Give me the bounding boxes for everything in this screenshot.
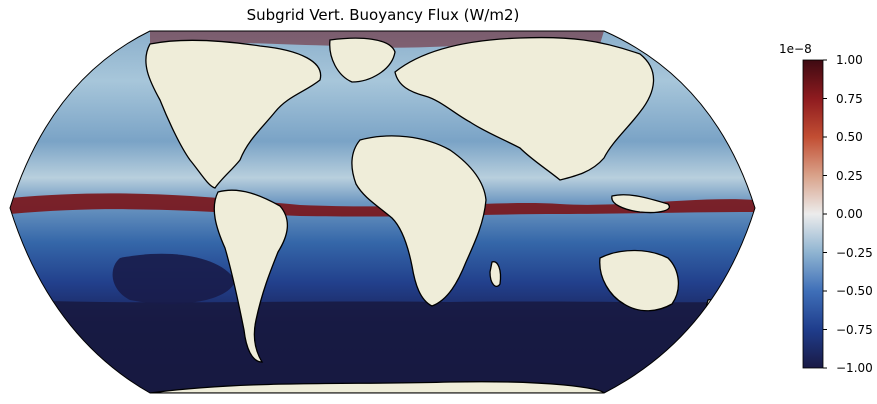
greenland — [329, 37, 396, 83]
southern-ocean-field — [10, 300, 755, 393]
colorbar-tick-label: 0.25 — [836, 168, 863, 183]
madagascar — [489, 261, 502, 287]
africa — [351, 135, 487, 307]
australia — [599, 249, 679, 312]
colorbar-tick-label: 1.00 — [836, 53, 863, 67]
colorbar-tick-label: −0.25 — [836, 245, 873, 260]
colorbar-tick-label: −1.00 — [836, 361, 873, 375]
colorbar-tick-label: −0.75 — [836, 322, 873, 337]
colorbar-exponent-label: 1e−8 — [779, 42, 812, 56]
map-boundary — [9, 30, 756, 394]
equatorial-flux-band — [10, 193, 755, 217]
antarctica — [149, 381, 606, 393]
north-america — [145, 39, 322, 189]
south-pacific-dark-patch — [112, 253, 235, 304]
colorbar — [802, 59, 824, 369]
indonesia — [611, 194, 670, 214]
plot-title: Subgrid Vert. Buoyancy Flux (W/m2) — [246, 6, 520, 24]
new-zealand — [705, 299, 717, 319]
colorbar-tick-label: 0.75 — [836, 91, 863, 106]
eurasia — [394, 36, 655, 181]
land — [145, 36, 717, 393]
south-america — [213, 189, 288, 363]
colorbar-ticks — [823, 59, 827, 369]
colorbar-tick-label: −0.50 — [836, 284, 873, 298]
colorbar-tick-label: 0.00 — [836, 207, 863, 221]
colorbar-tick-label: 0.50 — [836, 130, 863, 144]
